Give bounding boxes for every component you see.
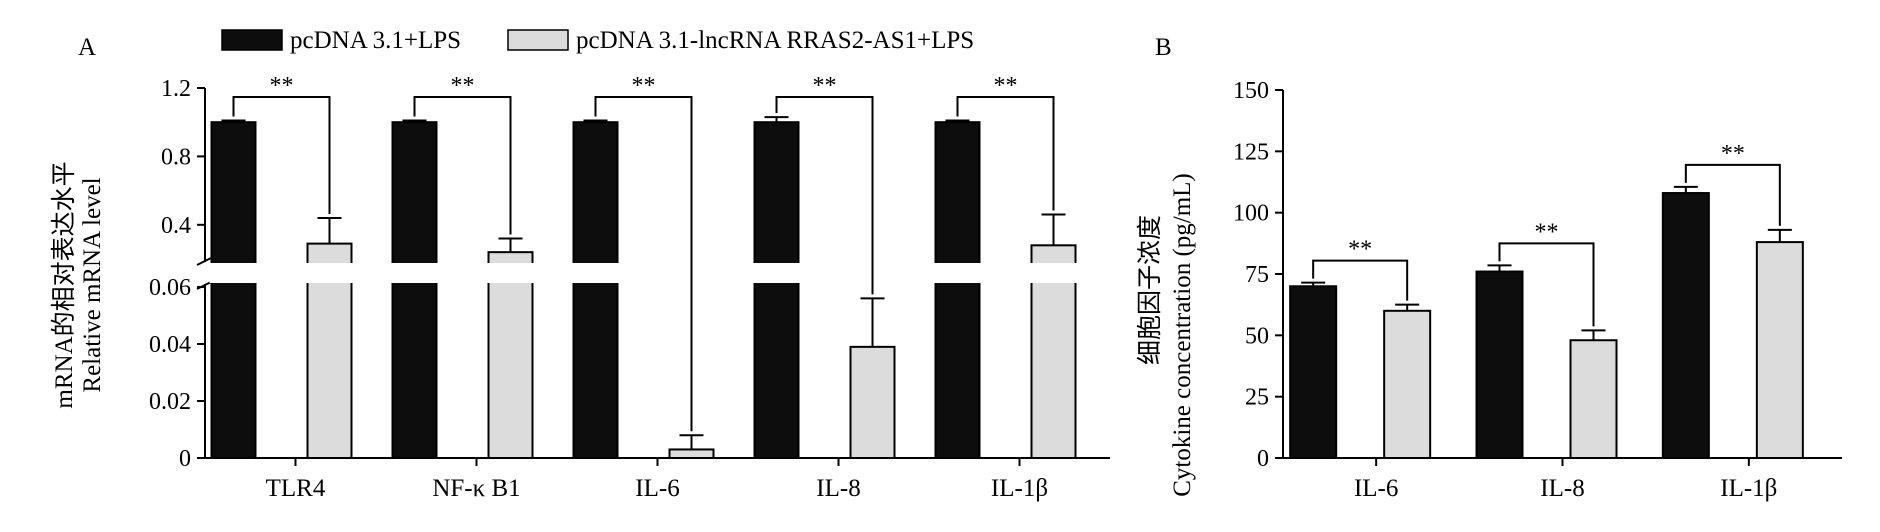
panel-b-ylabel-cn: 细胞因子浓度 (1136, 215, 1164, 365)
panel-b-ylabel: Cytokine concentration (pg/mL) (1169, 173, 1196, 497)
y-tick-label: 75 (1245, 262, 1269, 288)
bar-break-gap (305, 263, 354, 283)
panel-a-ylabel: Relative mRNA level (79, 177, 106, 392)
bar-break-gap (209, 263, 258, 283)
legend-label-series-1: pcDNA 3.1+LPS (290, 27, 461, 54)
y-tick-label: 0.02 (149, 389, 191, 415)
x-tick-label: IL-1β (1720, 475, 1777, 502)
bar (572, 121, 619, 459)
x-tick-label: NF-κ B1 (432, 475, 520, 502)
significance-label: ** (1721, 141, 1745, 167)
significance-bracket (232, 96, 331, 214)
panel-b: B 细胞因子浓度 Cytokine concentration (pg/mL) … (1136, 34, 1842, 502)
legend: pcDNA 3.1+LPS pcDNA 3.1-lncRNA RRAS2-AS1… (221, 27, 974, 54)
legend-label-series-2: pcDNA 3.1-lncRNA RRAS2-AS1+LPS (576, 27, 974, 54)
panel-b-bars (1289, 185, 1804, 459)
bar-break-gap (571, 263, 620, 283)
y-tick-label: 0.04 (149, 332, 191, 358)
panel-a-label: A (78, 34, 96, 61)
panel-a-x-ticks: TLR4 NF-κ B1 IL-6 IL-8 IL-1β (266, 458, 1048, 502)
significance-bracket (594, 96, 693, 432)
panel-b-significance: ** ** ** (1312, 141, 1781, 327)
legend-swatch-series-1 (221, 29, 283, 51)
y-tick-label: 0.4 (161, 213, 191, 239)
y-tick-label: 0.8 (161, 144, 191, 170)
significance-bracket (1498, 242, 1595, 327)
y-tick-label: 0 (179, 446, 191, 472)
bar (1569, 339, 1618, 459)
panel-a-bars (209, 116, 1078, 460)
x-tick-label: IL-1β (991, 475, 1048, 502)
x-tick-label: IL-6 (635, 475, 679, 502)
bar-break-gap (933, 263, 982, 283)
y-tick-label: 125 (1233, 139, 1269, 165)
significance-label: ** (994, 73, 1018, 99)
y-tick-label: 50 (1245, 323, 1269, 349)
axis-break-mark-upper (196, 256, 214, 266)
significance-label: ** (813, 73, 837, 99)
panel-b-label: B (1155, 34, 1172, 61)
bar (1475, 270, 1524, 459)
x-tick-label: IL-8 (816, 475, 860, 502)
bar (1755, 241, 1804, 459)
x-tick-label: IL-6 (1354, 475, 1398, 502)
bar (487, 251, 534, 459)
y-tick-label: 25 (1245, 385, 1269, 411)
bar (1661, 192, 1710, 459)
significance-bracket (1684, 163, 1781, 226)
bar (391, 121, 438, 459)
bar-break-gap (390, 263, 439, 283)
x-tick-label: TLR4 (266, 475, 326, 502)
bar (753, 121, 800, 459)
significance-label: ** (632, 73, 656, 99)
y-tick-label: 100 (1233, 201, 1269, 227)
significance-bracket (413, 96, 512, 235)
panel-a: A mRNA的相对表达水平 Relative mRNA level 0.4 0.8… (50, 34, 1110, 502)
significance-bracket (1312, 259, 1409, 301)
significance-label: ** (1348, 237, 1372, 263)
significance-label: ** (451, 73, 475, 99)
bar (668, 448, 715, 460)
y-tick-label: 150 (1233, 78, 1269, 104)
bar-break-gap (752, 263, 801, 283)
bar (210, 121, 257, 459)
legend-swatch-series-2 (507, 29, 569, 51)
bar (849, 345, 896, 460)
x-tick-label: IL-8 (1540, 475, 1584, 502)
bar (1383, 309, 1432, 459)
panel-a-ylabel-cn: mRNA的相对表达水平 (50, 161, 78, 408)
panel-a-significance: ** ** ** ** ** (232, 73, 1055, 432)
bar-break-gap (1029, 263, 1078, 283)
bar (1289, 285, 1338, 459)
significance-label: ** (1535, 219, 1559, 245)
bar-break-gap (486, 263, 535, 283)
panel-b-x-ticks: IL-6 IL-8 IL-1β (1354, 458, 1777, 502)
bar (934, 121, 981, 459)
significance-bracket (775, 96, 874, 295)
significance-bracket (956, 96, 1055, 211)
y-tick-label: 0.06 (149, 275, 191, 301)
significance-label: ** (270, 73, 294, 99)
y-tick-label: 0 (1257, 446, 1269, 472)
y-tick-label: 1.2 (161, 76, 191, 102)
